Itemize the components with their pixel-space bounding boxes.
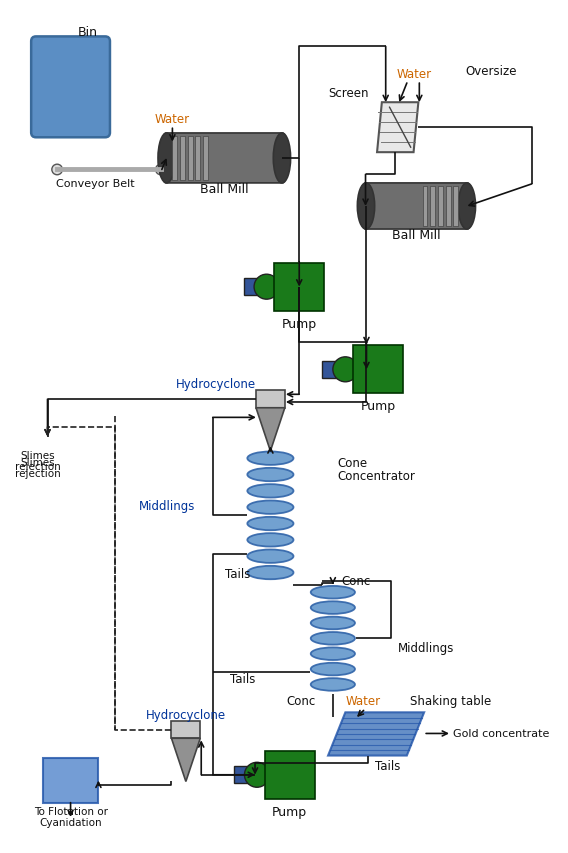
Ellipse shape [273,134,291,183]
Ellipse shape [247,468,294,482]
Bar [195,136,201,181]
Bar [234,766,250,784]
Bar [438,187,443,227]
FancyBboxPatch shape [363,183,470,229]
Bar [453,187,458,227]
Text: Slimes
rejection: Slimes rejection [15,457,61,479]
Ellipse shape [311,617,355,630]
Polygon shape [256,409,285,451]
Text: Tails: Tails [230,672,256,685]
Ellipse shape [311,678,355,691]
Text: Water: Water [155,113,190,126]
Bar [180,136,185,181]
Text: Middlings: Middlings [139,500,195,513]
Bar [265,751,315,799]
Text: Water: Water [346,694,381,707]
Bar [274,264,324,311]
Ellipse shape [311,663,355,676]
Ellipse shape [247,566,294,579]
Bar [446,187,450,227]
Text: Pump: Pump [282,317,317,330]
Text: Tails: Tails [225,567,250,580]
Ellipse shape [247,452,294,466]
Circle shape [244,763,269,787]
Text: Conveyor Belt: Conveyor Belt [56,179,135,189]
Text: Oversize: Oversize [466,65,517,78]
Text: Concentrator: Concentrator [337,469,416,482]
Text: Cyanidation: Cyanidation [39,817,102,827]
Text: Slimes
rejection: Slimes rejection [15,450,61,472]
Ellipse shape [357,183,375,229]
Bar [173,136,177,181]
Text: Ball Mill: Ball Mill [392,229,441,242]
Text: Pump: Pump [272,805,307,818]
Bar [322,361,339,379]
Text: Conc: Conc [286,694,316,707]
Ellipse shape [247,533,294,547]
Circle shape [333,357,358,382]
Text: Cone: Cone [337,456,368,469]
Bar [43,758,98,803]
Polygon shape [172,739,201,781]
Text: Middlings: Middlings [398,641,454,654]
Ellipse shape [247,485,294,498]
Ellipse shape [247,501,294,514]
Text: Shaking table: Shaking table [410,694,491,707]
Bar [172,721,201,739]
Text: Screen: Screen [328,87,369,100]
Polygon shape [328,712,424,756]
Bar [353,345,403,394]
Polygon shape [377,103,419,153]
Circle shape [156,165,166,176]
Ellipse shape [311,647,355,660]
Bar [256,391,285,409]
Bar [203,136,208,181]
Text: Gold concentrate: Gold concentrate [453,728,549,739]
Text: To Flotation or: To Flotation or [34,806,107,816]
Text: Water: Water [397,67,432,81]
Circle shape [254,275,279,299]
Ellipse shape [311,601,355,614]
Text: Pump: Pump [361,400,395,413]
Text: Bin: Bin [78,26,98,38]
Text: Hydrocyclone: Hydrocyclone [176,378,256,391]
Ellipse shape [247,517,294,531]
Ellipse shape [158,134,176,183]
Text: Conc: Conc [341,575,371,588]
FancyBboxPatch shape [164,134,285,183]
Text: Hydrocyclone: Hydrocyclone [146,708,226,721]
Bar [244,279,260,296]
FancyBboxPatch shape [31,38,110,138]
Text: Tails: Tails [375,759,400,772]
Circle shape [52,165,62,176]
Text: Ball Mill: Ball Mill [200,183,249,196]
Bar [431,187,435,227]
Ellipse shape [311,586,355,599]
Bar [423,187,428,227]
Ellipse shape [458,183,475,229]
Ellipse shape [247,550,294,563]
Ellipse shape [311,632,355,645]
Bar [188,136,193,181]
